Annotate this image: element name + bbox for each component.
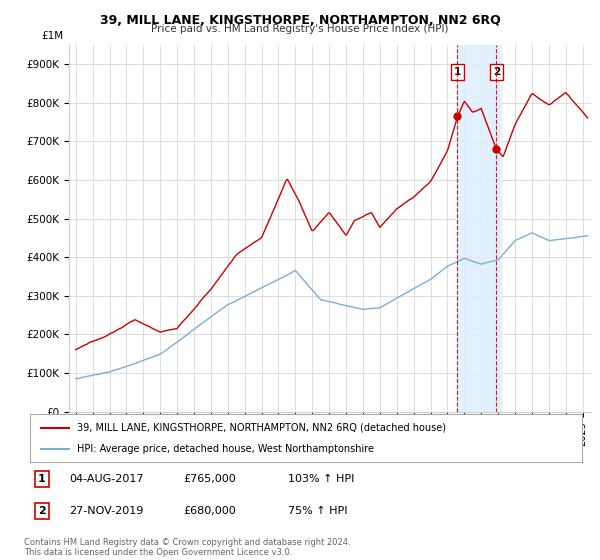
- Text: £1M: £1M: [41, 31, 64, 41]
- Text: Contains HM Land Registry data © Crown copyright and database right 2024.
This d: Contains HM Land Registry data © Crown c…: [24, 538, 350, 557]
- Text: 103% ↑ HPI: 103% ↑ HPI: [288, 474, 355, 484]
- Text: 39, MILL LANE, KINGSTHORPE, NORTHAMPTON, NN2 6RQ: 39, MILL LANE, KINGSTHORPE, NORTHAMPTON,…: [100, 14, 500, 27]
- Text: Price paid vs. HM Land Registry's House Price Index (HPI): Price paid vs. HM Land Registry's House …: [151, 24, 449, 34]
- Text: 1: 1: [38, 474, 46, 484]
- Text: HPI: Average price, detached house, West Northamptonshire: HPI: Average price, detached house, West…: [77, 444, 374, 454]
- Text: 2: 2: [38, 506, 46, 516]
- Text: 1: 1: [454, 67, 461, 77]
- Text: £765,000: £765,000: [183, 474, 236, 484]
- Text: 39, MILL LANE, KINGSTHORPE, NORTHAMPTON, NN2 6RQ (detached house): 39, MILL LANE, KINGSTHORPE, NORTHAMPTON,…: [77, 423, 446, 433]
- Text: 27-NOV-2019: 27-NOV-2019: [69, 506, 143, 516]
- Text: 2: 2: [493, 67, 500, 77]
- Bar: [457, 45, 502, 412]
- Text: 75% ↑ HPI: 75% ↑ HPI: [288, 506, 347, 516]
- Text: 04-AUG-2017: 04-AUG-2017: [69, 474, 143, 484]
- Text: £680,000: £680,000: [183, 506, 236, 516]
